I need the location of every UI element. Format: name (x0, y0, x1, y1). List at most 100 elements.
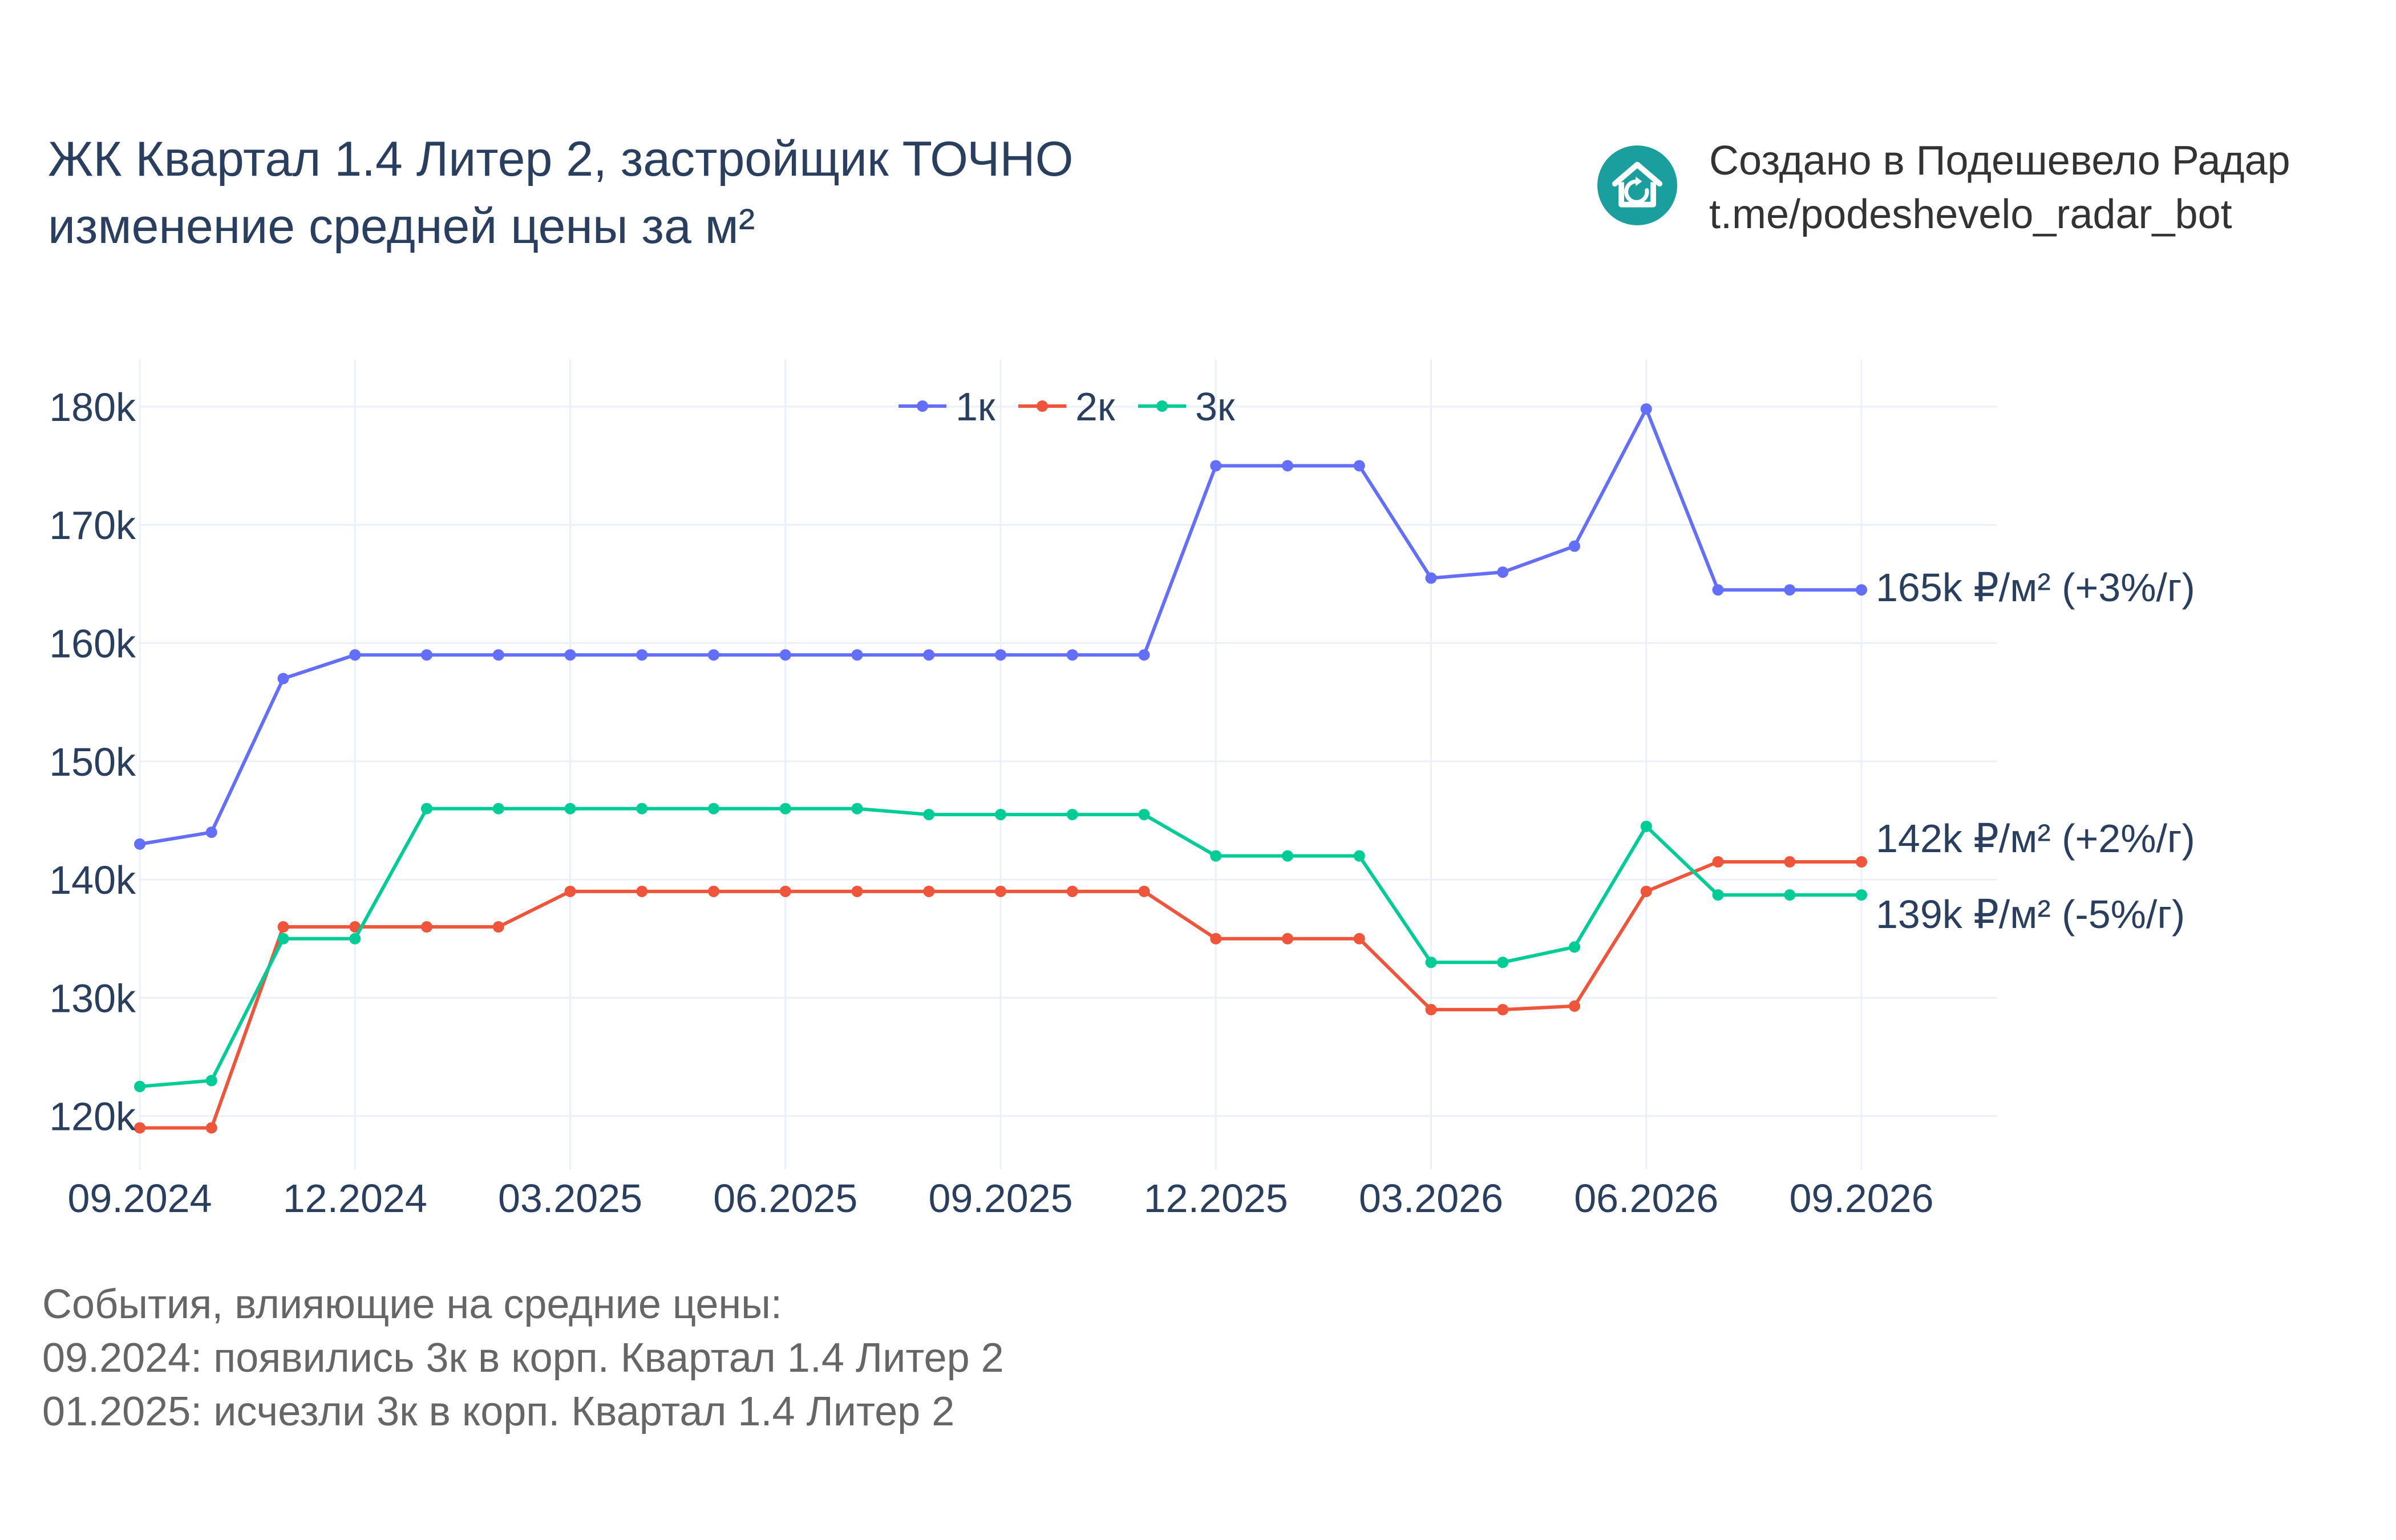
legend-item: 2к (1018, 384, 1115, 429)
series-end-label: 142k ₽/м² (+2%/г) (1876, 816, 2195, 861)
y-axis: 120k 130k 140k 150k 160k 170k 180k (49, 385, 136, 1139)
data-point (205, 826, 217, 838)
data-point (1210, 933, 1222, 945)
x-tick-label: 12.2024 (283, 1176, 427, 1221)
data-point (1425, 1004, 1437, 1016)
data-point (1353, 850, 1365, 862)
y-tick-label: 180k (49, 385, 136, 429)
x-tick-label: 12.2025 (1144, 1176, 1288, 1221)
x-tick-label: 06.2025 (713, 1176, 857, 1221)
events-heading: События, влияющие на средние цены: (42, 1282, 782, 1327)
data-point (1784, 856, 1796, 868)
data-point (636, 803, 648, 814)
data-point (1425, 572, 1437, 584)
data-point (349, 933, 361, 945)
data-point (277, 672, 289, 684)
y-tick-label: 160k (49, 622, 136, 666)
x-tick-label: 09.2024 (67, 1176, 212, 1221)
series-1к (134, 403, 1867, 850)
data-point (1569, 941, 1580, 953)
data-point (564, 649, 576, 661)
data-point (1138, 649, 1150, 661)
data-point (1282, 460, 1293, 472)
data-point (1784, 584, 1796, 596)
legend-item: 1к (898, 384, 995, 429)
chart-title-line2: изменение средней цены за м² (48, 199, 755, 254)
data-point (923, 809, 935, 821)
data-point (708, 885, 719, 897)
data-point (1497, 1004, 1509, 1016)
data-point (995, 809, 1006, 821)
data-point (492, 649, 504, 661)
chart-series (134, 403, 1867, 1134)
data-point (134, 838, 145, 850)
x-tick-label: 09.2025 (928, 1176, 1072, 1221)
data-point (1282, 850, 1293, 862)
data-point (995, 649, 1006, 661)
data-point (1856, 889, 1867, 901)
data-point (492, 921, 504, 933)
branding-line1: Создано в Подешевело Радар (1709, 138, 2290, 184)
data-point (134, 1122, 145, 1134)
data-point (1066, 809, 1078, 821)
data-point (205, 1075, 217, 1087)
chart-title-line1: ЖК Квартал 1.4 Литер 2, застройщик ТОЧНО (48, 132, 1074, 187)
data-point (708, 803, 719, 814)
legend-item: 3к (1138, 384, 1235, 429)
chart-grid (139, 359, 1997, 1169)
data-point (995, 885, 1006, 897)
x-tick-label: 06.2026 (1574, 1176, 1718, 1221)
data-point (1353, 460, 1365, 472)
data-point (421, 921, 432, 933)
data-point (851, 803, 863, 814)
data-point (1210, 460, 1222, 472)
legend-swatch-marker (1037, 400, 1048, 412)
branding-text: Создано в Подешевело Радар t.me/podeshev… (1709, 134, 2290, 241)
data-point (205, 1122, 217, 1134)
end-labels: 165k ₽/м² (+3%/г) 142k ₽/м² (+2%/г) 139k ₽… (1876, 565, 2195, 937)
data-point (1569, 1000, 1580, 1012)
data-point (277, 933, 289, 945)
data-point (492, 803, 504, 814)
series-3к (134, 803, 1867, 1092)
branding-link[interactable]: t.me/podeshevelo_radar_bot (1709, 192, 2232, 237)
y-tick-label: 130k (49, 976, 136, 1020)
data-point (923, 649, 935, 661)
x-tick-label: 03.2025 (498, 1176, 642, 1221)
data-point (134, 1080, 145, 1092)
chart-legend: 1к 2к 3к (898, 384, 1235, 429)
data-point (923, 885, 935, 897)
data-point (421, 649, 432, 661)
data-point (1497, 566, 1509, 578)
data-point (1712, 856, 1724, 868)
series-2к (134, 856, 1867, 1134)
event-item: 09.2024: появились 3к в корп. Квартал 1.… (42, 1335, 1004, 1381)
y-tick-label: 120k (49, 1095, 136, 1139)
series-end-label: 165k ₽/м² (+3%/г) (1876, 565, 2195, 610)
x-tick-label: 09.2026 (1789, 1176, 1933, 1221)
data-point (421, 803, 432, 814)
x-tick-label: 03.2026 (1359, 1176, 1503, 1221)
data-point (779, 649, 791, 661)
house-refresh-icon (1597, 145, 1677, 225)
data-point (1712, 889, 1724, 901)
data-point (277, 921, 289, 933)
data-point (349, 921, 361, 933)
data-point (1138, 885, 1150, 897)
data-point (1497, 957, 1509, 968)
legend-swatch-marker (1156, 400, 1168, 412)
data-point (349, 649, 361, 661)
data-point (708, 649, 719, 661)
data-point (636, 649, 648, 661)
data-point (1210, 850, 1222, 862)
data-point (1712, 584, 1724, 596)
legend-label: 1к (956, 384, 995, 429)
legend-label: 2к (1075, 384, 1115, 429)
data-point (1856, 584, 1867, 596)
data-point (1784, 889, 1796, 901)
y-tick-label: 140k (49, 858, 136, 902)
y-tick-label: 150k (49, 740, 136, 784)
event-item: 01.2025: исчезли 3к в корп. Квартал 1.4 … (42, 1389, 955, 1434)
data-point (1569, 540, 1580, 552)
